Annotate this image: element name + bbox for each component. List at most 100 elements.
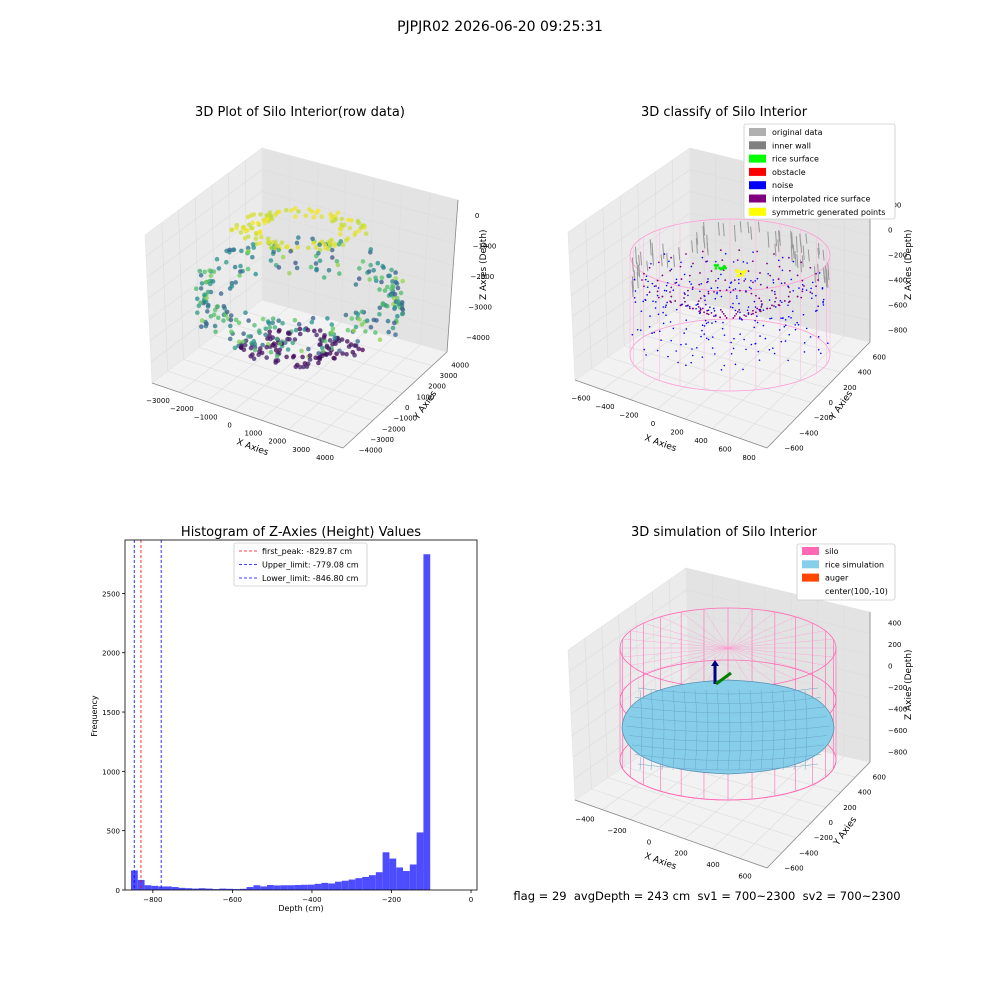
panel2-interp-point [745,315,747,318]
panel1-data-point [276,318,282,324]
panel2-noise-point [707,290,710,293]
panel1-gridline [314,162,319,315]
panel4-silo-line [727,608,753,649]
panel2-noise-point [770,317,773,320]
panel1-data-point [211,312,217,318]
panel1-data-point [357,317,362,322]
panel1-data-point [260,342,265,348]
panel2-noise-point [734,363,737,366]
panel2-noise-point [633,278,636,281]
panel1-data-point [337,348,342,354]
panel1-data-point [355,218,361,224]
panel1-data-point [287,337,292,342]
panel1-data-point [316,360,321,366]
panel2-gridline [619,195,625,346]
panel2-interp-point [796,274,799,277]
panel1-data-point [280,254,286,260]
panel4-rice-mesh [793,689,797,771]
panel1-data-point [330,255,335,260]
panel4-rice-mesh [749,689,753,771]
panel1-data-point [249,225,254,230]
panel1-data-point [359,322,365,327]
panel1-data-point [292,214,298,219]
panel1-x-tick-label: 2000 [268,438,286,446]
panel2-interp-point [701,250,704,253]
panel4-rice-mesh [683,689,687,771]
panel2-noise-point [791,310,794,313]
panel2-interp-point [752,312,754,315]
panel1-data-point [398,290,404,296]
panel2-noise-point [780,340,783,343]
panel2-noise-point [690,361,692,364]
panel1-data-point [350,349,356,355]
panel1-data-point [327,351,333,356]
panel2-interp-point [733,315,736,317]
panel2-wall-point [703,222,706,236]
panel1-data-point [305,327,311,333]
panel2-noise-point [720,368,723,371]
panel1-y-tick-label: 1000 [417,393,435,401]
panel2-interp-point [707,313,710,316]
panel2-noise-point [787,304,789,307]
panel2-interp-point [732,289,735,291]
panel1-data-point [242,342,248,348]
panel2-noise-point [675,281,678,284]
panel4-silo-line [681,611,729,649]
histogram-bar [205,888,213,890]
panel2-noise-point [729,291,732,294]
panel4-x-tick-label: 200 [674,850,687,858]
panel2-noise-point [782,317,784,319]
panel2-interp-point [699,272,701,274]
panel2-noise-point [739,311,741,314]
panel1-data-point [345,327,351,333]
panel2-gridline [573,277,871,360]
panel2-interp-point [706,309,709,312]
panel2-interp-point [743,314,746,317]
panel2-rice-surface-point [714,267,718,270]
panel2-interp-point [697,300,700,302]
panel1-data-point [233,317,239,323]
panel2-noise-point [705,322,708,325]
panel1-data-point [208,281,213,287]
panel2-noise-point [738,282,740,285]
panel1-data-point [393,270,398,275]
panel2-noise-point [742,368,744,371]
panel2-interp-point [809,291,812,294]
panel4-silo-line [727,647,753,688]
histogram-bar [314,883,322,890]
panel1-y-tick-label: 3000 [440,372,458,380]
panel1-data-point [205,304,211,309]
panel4-gridline [739,756,845,859]
panel1-x-tick-label: 0 [227,421,231,429]
panel1-data-point [237,273,242,278]
panel2-wall-point [706,242,709,256]
panel2-interp-point [669,300,672,303]
panel1-data-point [310,236,315,242]
panel2-interp-point [759,310,762,313]
histogram-bar [355,878,363,890]
panel2-y-tick-label: −400 [799,429,818,437]
histogram-x-tick-label: −800 [143,896,162,904]
panel1-data-point [296,235,301,240]
panel2-noise-point [657,287,660,289]
panel2-noise-point [752,251,754,253]
panel1-z-tick-label: 0 [475,212,479,220]
panel1-data-point [308,264,314,270]
panel2-legend-swatch [749,128,766,136]
panel1-data-point [241,347,247,353]
panel2-gridline [571,234,871,317]
panel4-silo-line [630,647,729,666]
histogram-legend-label: Lower_limit: -846.80 cm [262,574,359,583]
footer-status-text: flag = 29 avgDepth = 243 cm sv1 = 700~23… [513,889,900,903]
panel2-noise-point [701,256,704,259]
panel4-gridline [568,589,871,672]
panel2-noise-point [784,340,787,342]
panel1-data-point [306,245,311,251]
panel2-interp-point [751,309,754,312]
panel2-noise-point [699,307,702,309]
panel2-gridline [657,317,768,410]
panel2-z-tick-label: −800 [888,327,907,335]
panel2-noise-point [699,312,701,315]
panel1-y-tick-label: 2000 [428,383,446,391]
panel1-data-point [363,329,368,334]
